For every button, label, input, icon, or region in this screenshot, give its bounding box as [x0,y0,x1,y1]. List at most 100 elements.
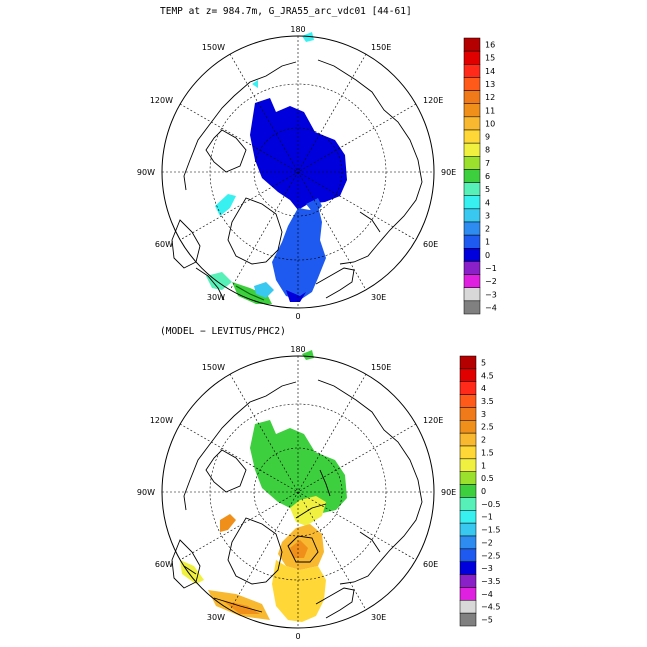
colorbar-swatch [463,287,481,302]
top-lon-label: 0 [295,312,300,321]
top-field-bering-strait [302,32,314,42]
bottom-coast-alaska [183,381,297,511]
top-coast-siberia [317,59,423,265]
bottom-contour-line [319,469,331,497]
bottom-field-baffin-spot [220,514,236,532]
colorbar-swatch [459,522,477,537]
colorbar-swatch [459,432,477,447]
colorbar-swatch [459,355,477,370]
bottom-field-orange-deep [290,540,308,558]
bottom-field-bering-green [302,350,314,360]
bottom-contour-line [183,565,197,575]
colorbar-swatch [463,221,481,236]
top-temperature-field [206,32,347,304]
top-map-boundary [161,35,435,309]
bottom-coast-novaya [359,531,381,553]
colorbar-swatch [463,90,481,104]
top-meridian-120e-60w [179,103,417,241]
colorbar-tick-label: 2.5 [481,423,494,432]
top-field-beaufort-shelf [252,80,258,88]
bottom-lon-label: 90W [137,488,155,497]
colorbar-tick-label: −2 [481,538,493,547]
colorbar-tick-label: −2 [485,277,497,286]
colorbar-swatch [459,587,477,601]
colorbar-tick-label: −2.5 [481,551,500,560]
top-coast-labrador [195,267,225,301]
top-lon-label: 60W [155,240,173,249]
colorbar-swatch [463,64,481,78]
colorbar-swatch [463,248,481,262]
top-field-irminger-cyan [206,272,232,290]
bottom-lon-label: 180 [290,345,305,354]
bottom-lon-label: 30W [207,613,225,622]
colorbar-tick-label: 2 [485,225,490,234]
colorbar-tick-label: −1 [481,513,493,522]
bottom-map-boundary [161,355,435,629]
top-lon-label: 90W [137,168,155,177]
colorbar-swatch [463,208,481,223]
colorbar-tick-label: 5 [485,185,490,194]
top-lon-label: 120W [150,96,173,105]
colorbar-tick-label: −0.5 [481,500,500,509]
colorbar-tick-label: 15 [485,54,495,63]
top-lon-label: 30W [207,293,225,302]
top-lon-label: 120E [423,96,443,105]
top-lon-labels: 180 150E 120E 90E 60E 30E 0 30W 60W 90W … [137,25,456,321]
bottom-lon-label: 0 [295,632,300,641]
colorbar-swatch [463,274,481,288]
top-coast-archipelago [205,129,247,173]
colorbar-tick-label: 9 [485,133,490,142]
colorbar-tick-label: 4 [481,384,486,393]
colorbar-tick-label: −4.5 [481,603,500,612]
bottom-coast-greenland [227,517,283,585]
colorbar-tick-label: 12 [485,93,495,102]
top-lon-label: 90E [441,168,456,177]
top-contour-line [235,285,265,301]
colorbar-swatch [463,116,481,131]
top-lon-label: 30E [371,293,386,302]
bottom-meridian-120e-60w [179,423,417,561]
colorbar-tick-label: −1 [485,264,497,273]
colorbar-swatch [459,510,477,524]
top-graticule [162,36,434,308]
bottom-contour-line [213,597,263,613]
colorbar-swatch [463,182,481,196]
colorbar-swatch [463,234,481,249]
colorbar-swatch [459,407,477,421]
top-coast-greenland [227,197,283,265]
colorbar-swatch [459,574,477,588]
bottom-lon-labels: 180 150E 120E 90E 60E 30E 0 30W 60W 90W … [137,345,456,641]
top-coast-alaska [183,61,297,191]
top-lon-label: 150W [202,43,225,52]
top-coast-novaya [359,211,381,233]
bottom-map-panel: (MODEL − LEVITUS/PHC2) [137,326,501,641]
top-coast-scandinavia [315,267,355,299]
colorbar-tick-label: 1 [481,461,486,470]
colorbar-tick-label: 0.5 [481,474,494,483]
colorbar-swatch [459,535,477,550]
bottom-difference-field [180,350,347,622]
colorbar-tick-label: 5 [481,358,486,367]
top-field-arctic-basin [250,98,347,210]
top-lon-label: 150E [371,43,391,52]
top-title: TEMP at z= 984.7m, G_JRA55_arc_vdc01 [44… [160,6,412,17]
colorbar-swatch [463,37,481,52]
colorbar-swatch [463,103,481,118]
bottom-lon-label: 60E [423,560,438,569]
colorbar-swatch [459,394,477,408]
colorbar-swatch [463,300,481,315]
colorbar-swatch [459,561,477,575]
bottom-title: (MODEL − LEVITUS/PHC2) [160,326,286,337]
bottom-colorbar: 5 4.5 4 3.5 3 2.5 2 1.5 1 0.5 0 −0.5 −1 −1.5 −2 −2.5 −3 −… [459,355,500,627]
colorbar-swatch [459,484,477,498]
colorbar-tick-label: 6 [485,172,490,181]
colorbar-tick-label: 3 [485,211,490,220]
colorbar-tick-label: 7 [485,159,490,168]
colorbar-swatch [459,471,477,485]
top-lon-label: 180 [290,25,305,34]
colorbar-swatch [459,368,477,382]
bottom-coast-hudson [171,539,201,589]
bottom-coast-archipelago [205,449,247,493]
